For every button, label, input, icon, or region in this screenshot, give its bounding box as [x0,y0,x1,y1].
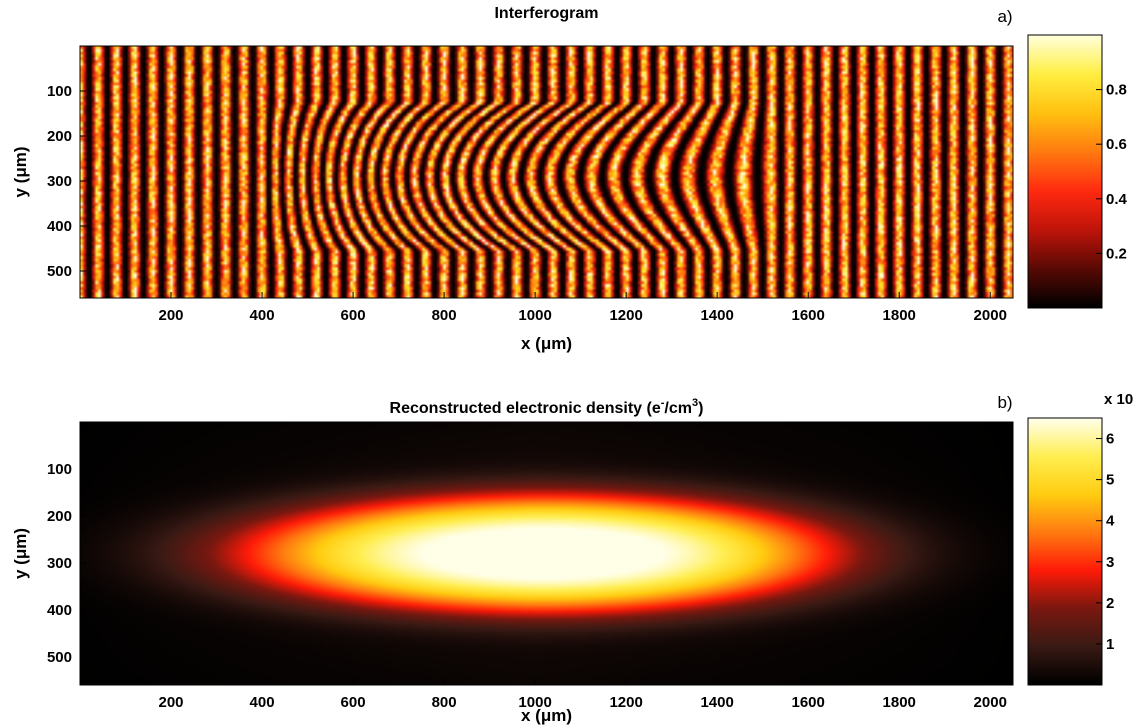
chart-title-part: 3 [692,397,698,409]
colorbar-tick-label: 4 [1106,513,1115,530]
x-tick-label: 1600 [792,307,825,324]
x-tick-label: 400 [250,694,275,711]
x-tick-label: 2000 [974,307,1007,324]
x-tick-label: 1000 [518,694,551,711]
x-axis-label: x (μm) [521,334,572,353]
colorbar-frame [1027,34,1103,309]
y-tick-label: 300 [47,555,72,572]
heatmap-image [80,422,1013,685]
chart-title-part: ) [698,400,703,417]
chart-title-part: - [661,397,665,409]
x-tick-label: 1200 [609,694,642,711]
colorbar-scale-prefix: x 10 [1104,391,1133,408]
x-tick-label: 1000 [518,307,551,324]
y-tick-label: 200 [47,128,72,145]
plot-frame [79,45,1014,299]
x-tick-label: 600 [341,694,366,711]
x-tick-label: 400 [250,307,275,324]
x-tick-label: 1600 [792,694,825,711]
colorbar [1028,418,1102,685]
x-tick-label: 1800 [883,307,916,324]
chart-title-part: /cm [664,400,692,417]
chart-title: Interferogram [494,5,598,22]
panel-tag: a) [997,7,1012,26]
colorbar-tick-label: 2 [1106,595,1114,612]
x-tick-label: 1800 [883,694,916,711]
y-axis-label: y (μm) [11,528,30,579]
y-tick-label: 400 [47,218,72,235]
colorbar-tick-label: 0.8 [1106,82,1127,99]
x-tick-label: 800 [432,307,457,324]
colorbar [1028,35,1102,308]
x-tick-label: 600 [341,307,366,324]
y-tick-label: 500 [47,263,72,280]
panel-tag: b) [997,393,1012,412]
x-tick-label: 1200 [609,307,642,324]
colorbar-tick-label: 5 [1106,472,1114,489]
x-tick-label: 1400 [700,694,733,711]
x-tick-label: 1400 [700,307,733,324]
x-tick-label: 200 [159,694,184,711]
x-axis-label: x (μm) [521,706,572,725]
y-tick-label: 500 [47,649,72,666]
colorbar-tick-label: 0.6 [1106,136,1127,153]
colorbar-tick-label: 1 [1106,636,1114,653]
colorbar-tick-label: 0.4 [1106,191,1128,208]
plot-frame [79,421,1014,686]
y-tick-label: 400 [47,602,72,619]
colorbar-scale: x 1019 [1104,387,1133,408]
chart-title: Reconstructed electronic density (e-/cm3… [390,397,704,417]
panel-b [79,421,1014,686]
chart-title-part: Reconstructed electronic density (e [390,400,661,417]
y-tick-label: 200 [47,508,72,525]
panel-a [79,45,1014,299]
colorbar-frame [1027,417,1103,686]
colorbar-tick-label: 3 [1106,554,1114,571]
y-tick-label: 100 [47,83,72,100]
colorbar-tick-label: 6 [1106,431,1114,448]
heatmap-image [80,46,1013,298]
x-tick-label: 2000 [974,694,1007,711]
y-tick-label: 300 [47,173,72,190]
x-tick-label: 800 [432,694,457,711]
y-axis-label: y (μm) [11,146,30,197]
x-tick-label: 200 [159,307,184,324]
colorbar-tick-label: 0.2 [1106,245,1127,262]
y-tick-label: 100 [47,461,72,478]
